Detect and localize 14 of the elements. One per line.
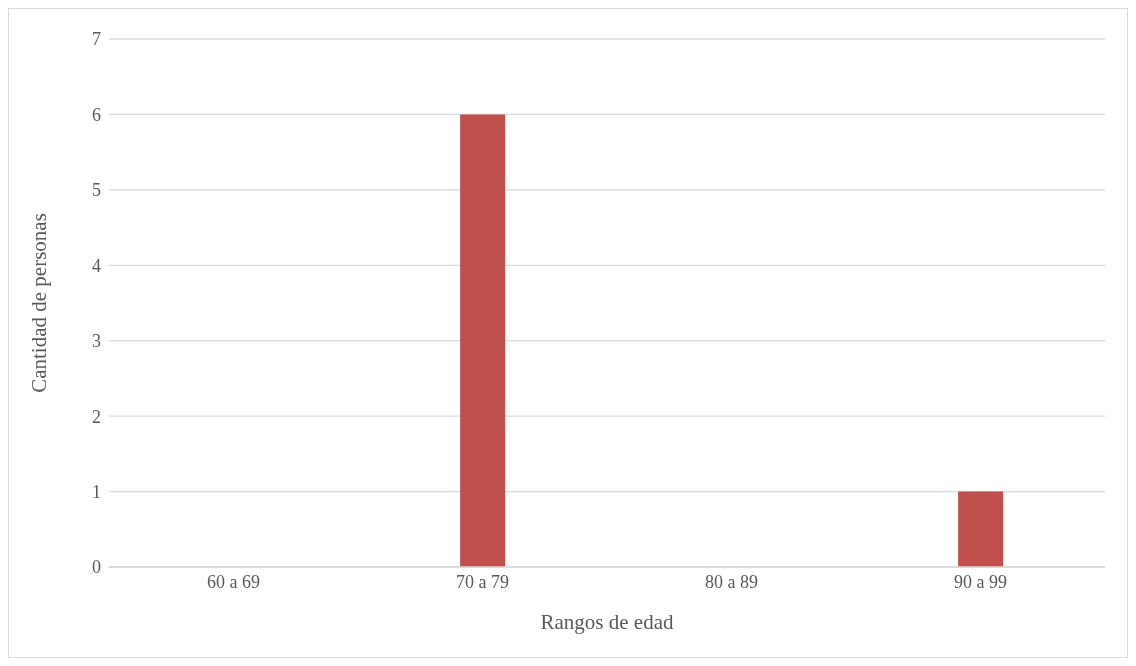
y-tick-label: 4 [92, 255, 101, 276]
x-tick-label: 60 a 69 [207, 571, 260, 592]
x-axis-title: Rangos de edad [540, 610, 674, 634]
x-tick-label: 70 a 79 [456, 571, 509, 592]
y-tick-label: 3 [92, 331, 101, 352]
y-axis-title: Cantidad de personas [27, 213, 52, 393]
x-tick-label: 90 a 99 [954, 571, 1007, 592]
y-tick-label: 0 [92, 557, 101, 578]
y-tick-label: 7 [92, 29, 101, 50]
y-tick-label: 2 [92, 406, 101, 427]
y-tick-label: 6 [92, 104, 101, 125]
y-tick-label: 1 [92, 481, 101, 502]
x-tick-label: 80 a 89 [705, 571, 758, 592]
y-tick-label: 5 [92, 180, 101, 201]
